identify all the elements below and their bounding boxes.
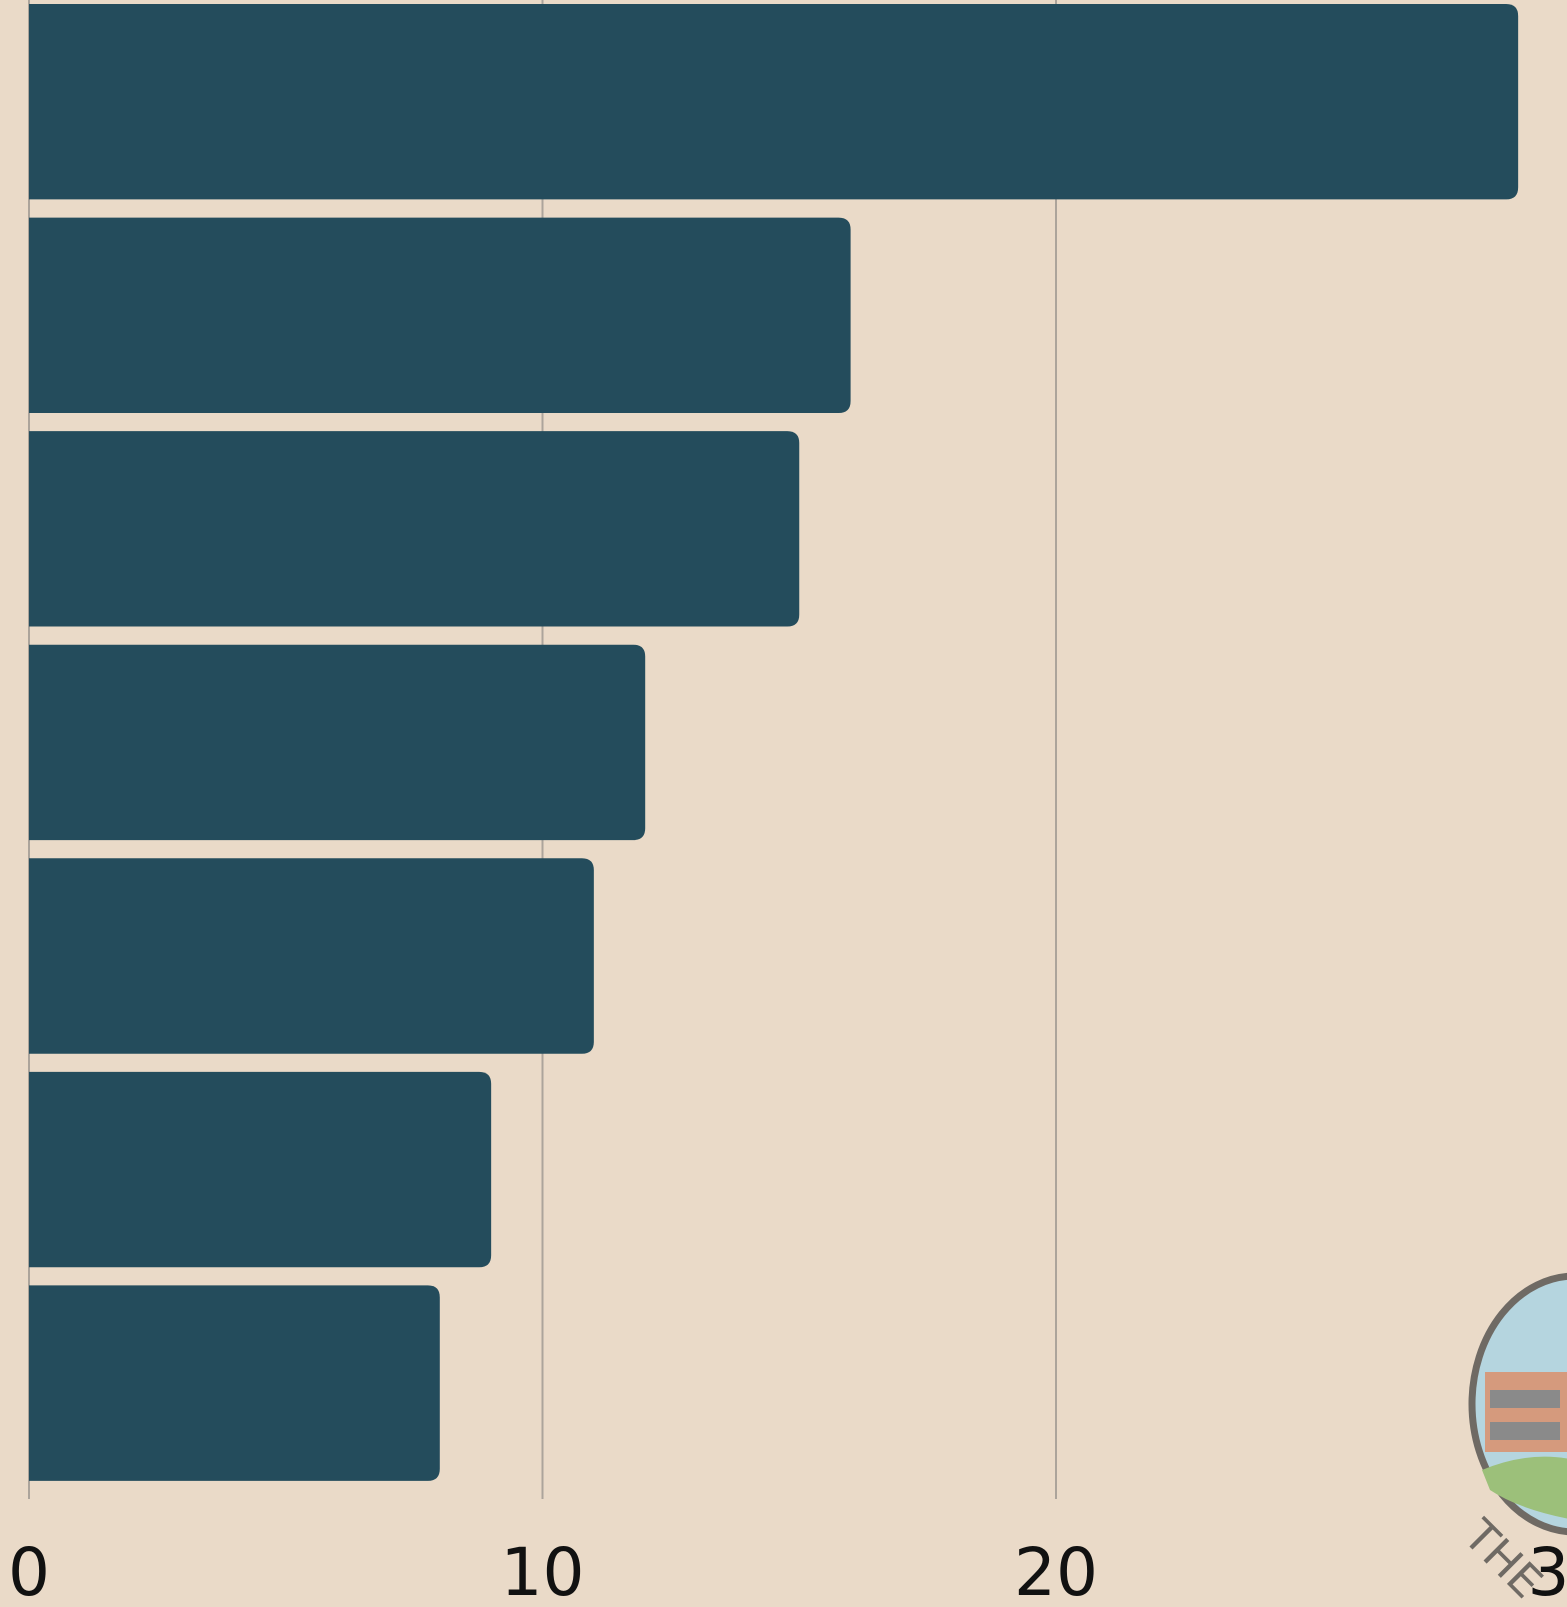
bar xyxy=(29,431,799,626)
bar xyxy=(29,4,1518,199)
page: {"chart_data": {"type": "barh", "values"… xyxy=(0,0,1567,1607)
bar xyxy=(29,858,594,1053)
x-tick-label: 0 xyxy=(8,1534,50,1607)
bar xyxy=(29,1285,440,1480)
bar xyxy=(29,645,645,840)
x-tick-label: 20 xyxy=(1014,1534,1098,1607)
bar xyxy=(29,1072,491,1267)
chart: 0102030 THE xyxy=(0,0,1567,1607)
bar xyxy=(29,218,851,413)
x-tick-label: 10 xyxy=(501,1534,585,1607)
